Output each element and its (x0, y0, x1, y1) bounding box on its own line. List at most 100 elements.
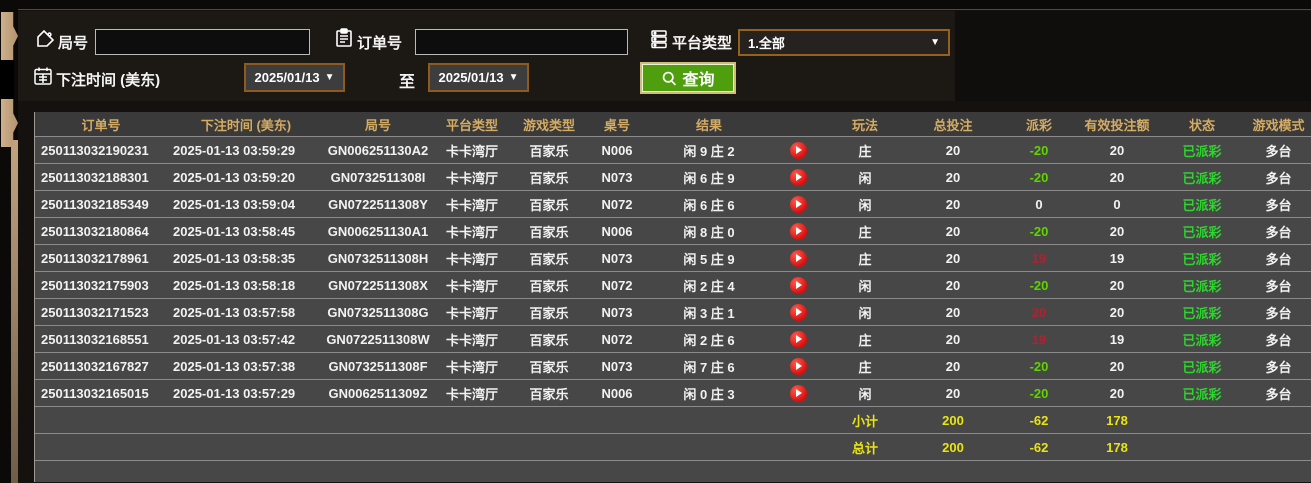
cell-total_bet: 20 (945, 142, 961, 158)
table-row: 250113032180864 2025-01-13 03:58:45 GN0062… (35, 218, 1311, 245)
cell-table_no: N072 (601, 277, 633, 293)
table-row: 250113032178961 2025-01-13 03:58:35 GN0732… (35, 245, 1311, 272)
cell-mode: 多台 (1265, 197, 1292, 213)
cell-bet_type: 闲 (858, 386, 872, 402)
cell-play[interactable] (769, 249, 827, 267)
cell-valid_bet: 19 (1109, 331, 1125, 347)
play-video-icon[interactable] (789, 168, 807, 186)
order-no-input[interactable] (415, 29, 628, 55)
cell-status: 已派彩 (1182, 386, 1222, 402)
cell-valid_bet: 20 (1109, 304, 1125, 320)
play-video-icon[interactable] (789, 222, 807, 240)
play-video-icon[interactable] (789, 357, 807, 375)
cell-mode: 多台 (1265, 224, 1292, 240)
magnifier-icon (661, 70, 678, 87)
cell-table_no: N006 (601, 223, 633, 239)
search-button-label: 查询 (682, 72, 715, 89)
cell-time: 2025-01-13 03:59:04 (173, 196, 296, 212)
play-video-icon[interactable] (789, 276, 807, 294)
play-video-icon[interactable] (789, 195, 807, 213)
cell-game_type: 百家乐 (529, 251, 569, 267)
play-video-icon[interactable] (789, 303, 807, 321)
table-row: 250113032190231 2025-01-13 03:59:29 GN0062… (35, 137, 1311, 164)
cell-play[interactable] (769, 303, 827, 321)
cell-table_no: N073 (601, 304, 633, 320)
cell-result: 闲 2 庄 4 (683, 278, 735, 294)
cell-play[interactable] (769, 357, 827, 375)
cell-game_type: 百家乐 (529, 386, 569, 402)
cell-total_bet: 20 (945, 358, 961, 374)
empty-row (35, 461, 1311, 482)
cell-mode: 多台 (1265, 332, 1292, 348)
cell-order: 250113032185349 (41, 196, 149, 212)
cell-total_bet: 20 (945, 223, 961, 239)
cell-mode: 多台 (1265, 359, 1292, 375)
cell-play[interactable] (769, 330, 827, 348)
cell-result: 闲 9 庄 2 (683, 143, 735, 159)
cell-play[interactable] (769, 168, 827, 186)
date-from-picker[interactable]: 2025/01/13 ▼ (244, 63, 345, 92)
date-to-picker[interactable]: 2025/01/13 ▼ (428, 63, 529, 92)
cell-mode: 多台 (1265, 170, 1292, 186)
cell-time: 2025-01-13 03:57:42 (173, 331, 296, 347)
cell-mode: 多台 (1265, 143, 1292, 159)
table-header-row: 订单号 下注时间 (美东) 局号 平台类型 游戏类型 桌号 结果 玩法 总投注 派彩 有效投注额 状态… (35, 112, 1311, 137)
cell-result: 闲 2 庄 6 (683, 332, 735, 348)
cell-game_no: GN0732511308H (327, 250, 429, 266)
cell-game_type: 百家乐 (529, 143, 569, 159)
play-video-icon[interactable] (789, 249, 807, 267)
play-video-icon[interactable] (789, 384, 807, 402)
search-button[interactable]: 查询 (640, 62, 736, 94)
cell-platform: 卡卡湾厅 (445, 332, 498, 348)
chevron-down-icon: ▼ (930, 37, 940, 48)
cell-play[interactable] (769, 222, 827, 240)
cell-order: 250113032188301 (41, 169, 149, 185)
cell-game_no: GN0722511308Y (328, 196, 428, 212)
total-row-bet_type: 总计 (851, 440, 878, 456)
cell-result: 闲 0 庄 3 (683, 386, 735, 402)
cell-game_type: 百家乐 (529, 170, 569, 186)
cell-play[interactable] (769, 195, 827, 213)
cell-order: 250113032175903 (41, 277, 149, 293)
cell-status: 已派彩 (1182, 170, 1222, 186)
cell-platform: 卡卡湾厅 (445, 197, 498, 213)
cell-total_bet: 20 (945, 196, 961, 212)
play-video-icon[interactable] (789, 330, 807, 348)
total-row-valid_bet: 178 (1106, 439, 1128, 455)
bet-time-label: 下注时间 (美东) (56, 72, 161, 89)
cell-play[interactable] (769, 276, 827, 294)
cell-bet_type: 庄 (858, 251, 872, 267)
cell-game_no: GN0732511308G (327, 304, 429, 320)
cell-play[interactable] (769, 141, 827, 159)
cell-status: 已派彩 (1182, 278, 1222, 294)
game-no-input[interactable] (95, 29, 310, 55)
table-row: 250113032188301 2025-01-13 03:59:20 GN0732… (35, 164, 1311, 191)
cell-valid_bet: 20 (1109, 358, 1125, 374)
cell-valid_bet: 20 (1109, 223, 1125, 239)
cell-valid_bet: 20 (1109, 385, 1125, 401)
cell-order: 250113032167827 (41, 358, 149, 374)
cell-status: 已派彩 (1182, 359, 1222, 375)
cell-total_bet: 20 (945, 331, 961, 347)
cell-game_type: 百家乐 (529, 197, 569, 213)
platform-type-value: 1.全部 (748, 36, 785, 51)
play-video-icon[interactable] (789, 141, 807, 159)
cell-total_bet: 20 (945, 385, 961, 401)
cell-play[interactable] (769, 384, 827, 402)
cell-platform: 卡卡湾厅 (445, 224, 498, 240)
column-header-mode: 游戏模式 (1252, 117, 1305, 133)
cell-total_bet: 20 (945, 304, 961, 320)
left-edge-strip (11, 140, 18, 483)
cell-time: 2025-01-13 03:57:58 (173, 304, 296, 320)
cell-time: 2025-01-13 03:57:29 (173, 385, 296, 401)
cell-table_no: N073 (601, 358, 633, 374)
platform-type-select[interactable]: 1.全部 ▼ (738, 29, 950, 56)
cell-mode: 多台 (1265, 305, 1292, 321)
cell-payout: -20 (1029, 358, 1049, 374)
cell-payout: 19 (1031, 331, 1047, 347)
cell-mode: 多台 (1265, 386, 1292, 402)
subtotal-row: 小计 200 -62 178 (35, 407, 1311, 434)
table-row: 250113032165015 2025-01-13 03:57:29 GN0062… (35, 380, 1311, 407)
cell-time: 2025-01-13 03:58:18 (173, 277, 296, 293)
